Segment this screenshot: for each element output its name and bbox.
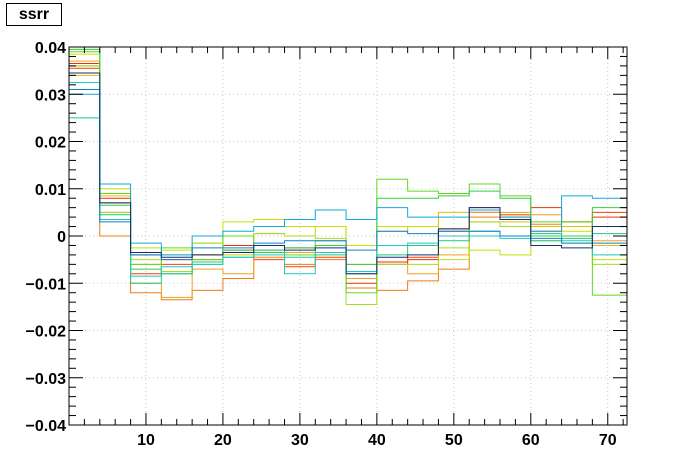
- histogram-series-8: [69, 51, 627, 296]
- y-tick-label: 0.03: [35, 87, 66, 104]
- histogram-series-14: [69, 72, 627, 275]
- y-tick-label: −0.04: [26, 418, 67, 435]
- x-tick-label: 20: [214, 432, 232, 449]
- axes: 10 20 30 40 50 60 70 −0.04 −0.03 −0.02 −0.01 0 0.01 0…: [26, 40, 627, 449]
- x-tick-label: 70: [599, 432, 617, 449]
- y-tick-label: 0.01: [35, 182, 66, 199]
- y-tick-label: 0: [57, 229, 66, 246]
- histogram-series-9: [69, 48, 627, 275]
- x-tick-label: 40: [368, 432, 386, 449]
- chart-title: ssrr: [6, 3, 62, 26]
- histogram-series-group: [69, 48, 627, 306]
- histogram-series-6: [69, 53, 627, 261]
- y-tick-label: −0.02: [26, 324, 67, 341]
- x-tick-label: 50: [445, 432, 463, 449]
- y-tick-label: 0.04: [35, 40, 66, 57]
- x-tick-label: 10: [137, 432, 155, 449]
- histogram-series-12: [69, 93, 627, 256]
- y-tick-label: −0.01: [26, 276, 67, 293]
- x-tick-label: 30: [291, 432, 309, 449]
- y-tick-label: −0.03: [26, 371, 67, 388]
- histogram-series-10: [69, 117, 627, 284]
- histogram-series-4: [69, 60, 627, 298]
- y-tick-label: 0.02: [35, 135, 66, 152]
- x-tick-label: 60: [522, 432, 540, 449]
- histogram-series-11: [69, 81, 627, 277]
